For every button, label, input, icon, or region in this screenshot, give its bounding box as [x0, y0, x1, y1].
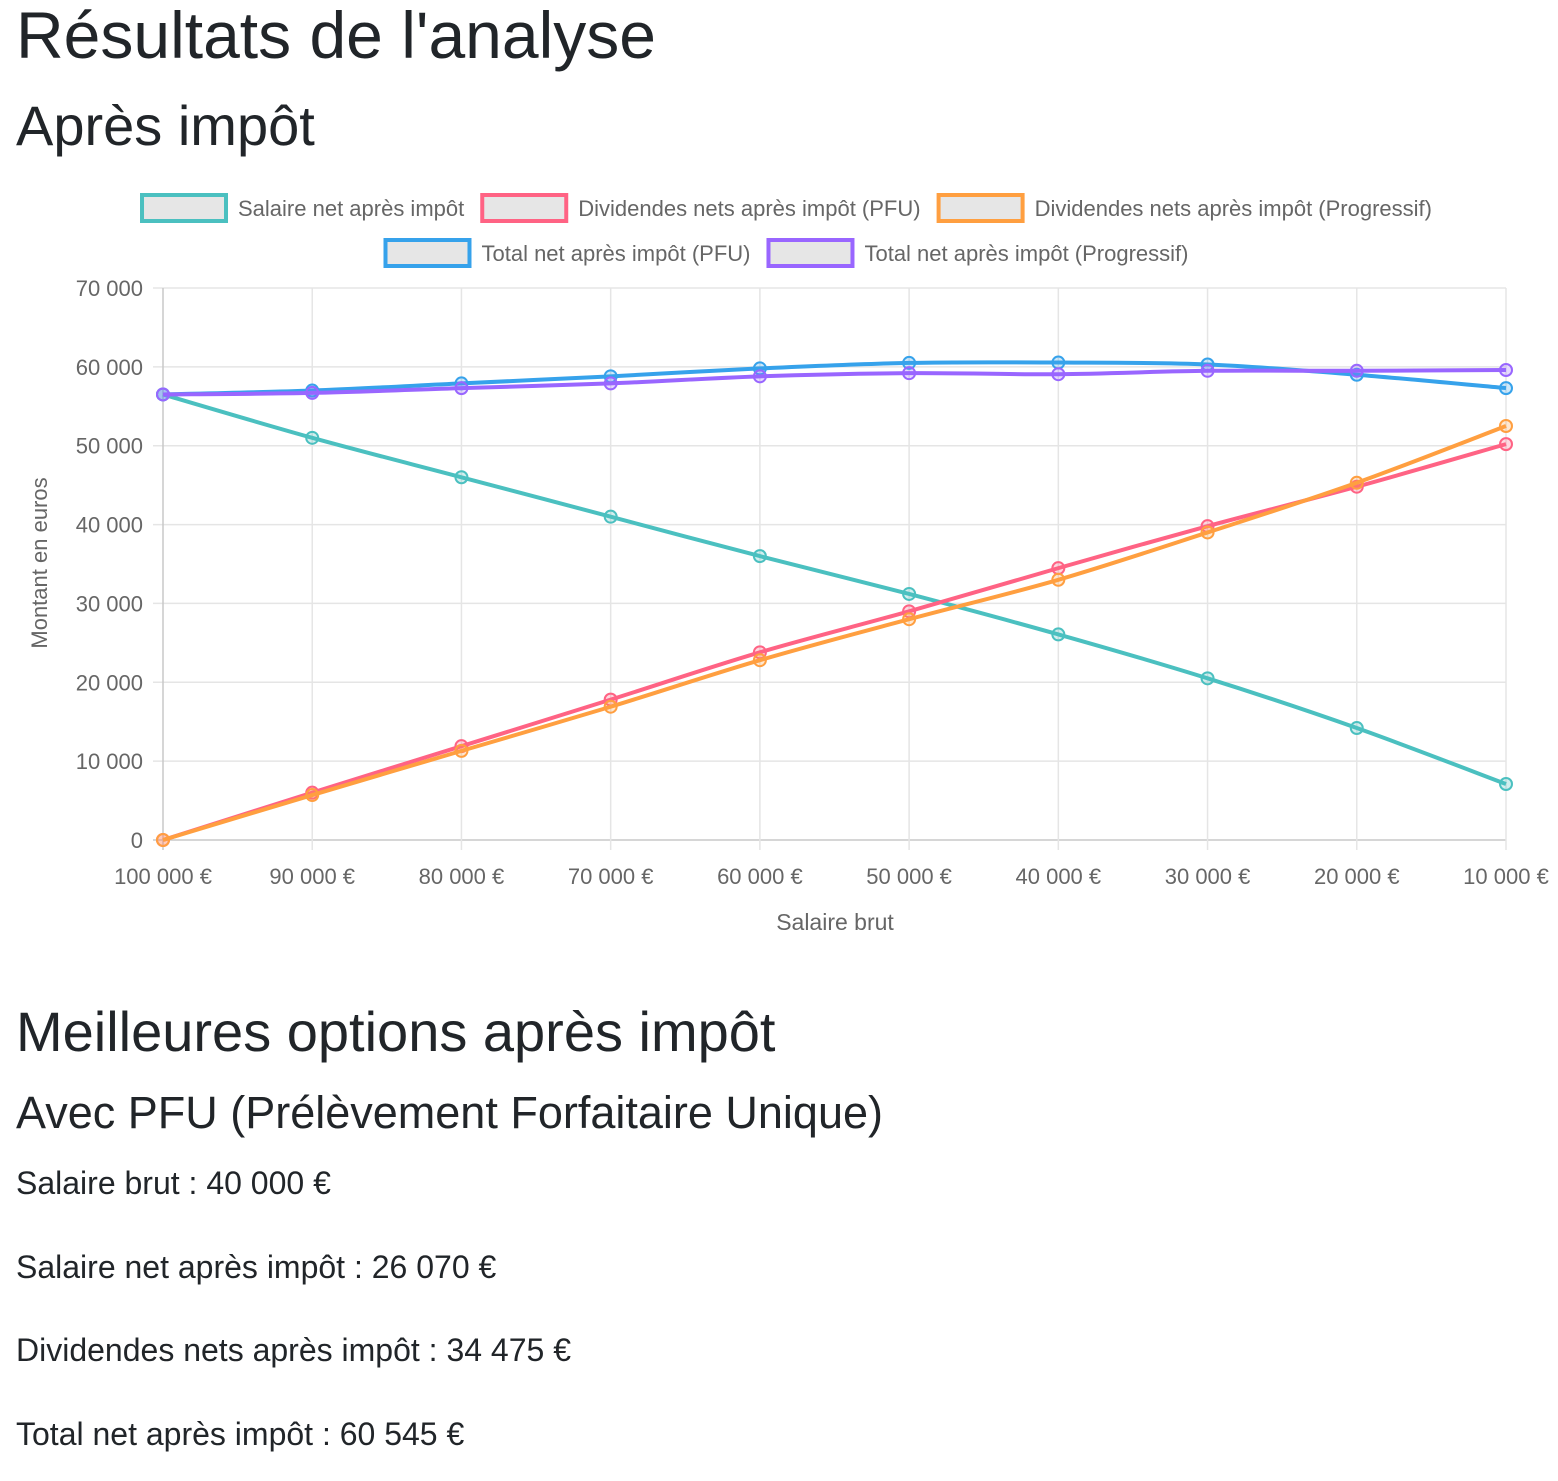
data-point — [1051, 561, 1066, 576]
legend-swatch — [480, 193, 569, 223]
best-options-title: Meilleures options après impôt — [16, 1000, 776, 1063]
after-tax-chart: Salaire net après impôt Dividendes nets a… — [0, 180, 1558, 950]
x-tick-label: 100 000 € — [114, 864, 212, 889]
y-tick-label: 0 — [131, 828, 143, 853]
x-tick-label: 80 000 € — [419, 864, 505, 889]
legend-item-salaire-net-apres-impot: Salaire net après impôt — [140, 193, 464, 223]
x-tick-label: 50 000 € — [866, 864, 952, 889]
data-point — [1499, 419, 1513, 433]
x-axis-ticks: 100 000 € 90 000 € 80 000 € 70 000 € 60 000 … — [114, 864, 1549, 889]
x-axis-title: Salaire brut — [776, 909, 894, 935]
data-point — [1051, 572, 1066, 587]
data-point — [902, 586, 917, 601]
series-line — [162, 368, 1507, 397]
data-point — [603, 509, 618, 524]
data-point — [752, 369, 767, 384]
y-tick-label: 50 000 — [76, 434, 143, 459]
legend-swatch — [766, 238, 855, 268]
x-tick-label: 60 000 € — [717, 864, 803, 889]
legend-item-total-net-apres-impot-pfu: Total net après impôt (PFU) — [383, 238, 750, 268]
legend-swatch — [936, 193, 1025, 223]
data-point — [902, 366, 917, 381]
data-point — [454, 743, 469, 758]
y-tick-label: 70 000 — [76, 276, 143, 301]
legend-label: Dividendes nets après impôt (PFU) — [578, 196, 920, 221]
y-tick-label: 10 000 — [76, 749, 143, 774]
page-title: Résultats de l'analyse — [16, 0, 656, 72]
series-total-net-apres-impot-pfu — [156, 355, 1513, 402]
data-point — [156, 833, 170, 847]
y-tick-label: 20 000 — [76, 670, 143, 695]
data-point — [1499, 381, 1513, 396]
legend-label: Dividendes nets après impôt (Progressif) — [1035, 196, 1432, 221]
y-axis-title: Montant en euros — [27, 477, 52, 648]
x-tick-label: 20 000 € — [1314, 864, 1400, 889]
data-point — [902, 355, 917, 370]
data-point — [1051, 367, 1066, 382]
legend-item-dividendes-nets-apres-impot-pfu: Dividendes nets après impôt (PFU) — [480, 193, 921, 223]
series-salaire-net-apres-impot — [156, 387, 1513, 792]
data-point — [1051, 355, 1066, 370]
data-point — [1349, 721, 1364, 736]
data-point — [156, 387, 170, 402]
data-point — [1499, 437, 1513, 452]
data-point — [902, 612, 917, 627]
data-point — [1349, 475, 1364, 490]
result-net-salary: Salaire net après impôt : 26 070 € — [16, 1249, 497, 1285]
data-point — [305, 385, 320, 400]
series-dividendes-nets-apres-impot-progressif — [156, 419, 1513, 847]
data-point — [1200, 363, 1215, 378]
series-line — [162, 392, 1507, 786]
legend-item-total-net-apres-impot-progressif: Total net après impôt (Progressif) — [766, 238, 1189, 268]
data-point — [1349, 363, 1364, 378]
data-point — [752, 549, 767, 564]
data-point — [1499, 777, 1513, 792]
result-gross-salary: Salaire brut : 40 000 € — [16, 1165, 331, 1201]
y-tick-label: 30 000 — [76, 591, 143, 616]
data-point — [305, 430, 320, 445]
data-point — [603, 699, 618, 714]
pfu-subtitle: Avec PFU (Prélèvement Forfaitaire Unique… — [16, 1087, 883, 1138]
data-point — [603, 376, 618, 391]
x-tick-label: 30 000 € — [1165, 864, 1251, 889]
data-point — [1051, 627, 1066, 642]
x-tick-label: 90 000 € — [269, 864, 355, 889]
series-line — [162, 424, 1507, 842]
chart-series — [156, 355, 1513, 847]
x-tick-label: 10 000 € — [1463, 864, 1549, 889]
x-tick-label: 40 000 € — [1016, 864, 1102, 889]
data-point — [1200, 525, 1215, 540]
data-point — [752, 653, 767, 668]
series-total-net-apres-impot-progressif — [156, 363, 1513, 402]
data-point — [454, 381, 469, 396]
legend-label: Total net après impôt (PFU) — [481, 241, 750, 266]
data-point — [305, 788, 320, 803]
chart-legend: Salaire net après impôt Dividendes nets a… — [140, 193, 1432, 268]
legend-label: Total net après impôt (Progressif) — [864, 241, 1188, 266]
line-chart-svg: Salaire net après impôt Dividendes nets a… — [27, 193, 1549, 935]
legend-swatch — [140, 193, 229, 223]
legend-swatch — [383, 238, 472, 268]
section-title-after-tax: Après impôt — [16, 94, 315, 157]
legend-label: Salaire net après impôt — [238, 196, 464, 221]
result-net-total: Total net après impôt : 60 545 € — [16, 1416, 465, 1452]
data-point — [454, 470, 469, 485]
y-axis-ticks: 0 10 000 20 000 30 000 40 000 50 000 60 000 70 … — [76, 276, 143, 853]
legend-item-dividendes-nets-apres-impot-progressif: Dividendes nets après impôt (Progressif) — [936, 193, 1432, 223]
y-tick-label: 60 000 — [76, 355, 143, 380]
data-point — [1499, 363, 1513, 378]
x-tick-label: 70 000 € — [568, 864, 654, 889]
data-point — [1200, 671, 1215, 686]
y-tick-label: 40 000 — [76, 513, 143, 538]
result-net-dividends: Dividendes nets après impôt : 34 475 € — [16, 1332, 571, 1368]
